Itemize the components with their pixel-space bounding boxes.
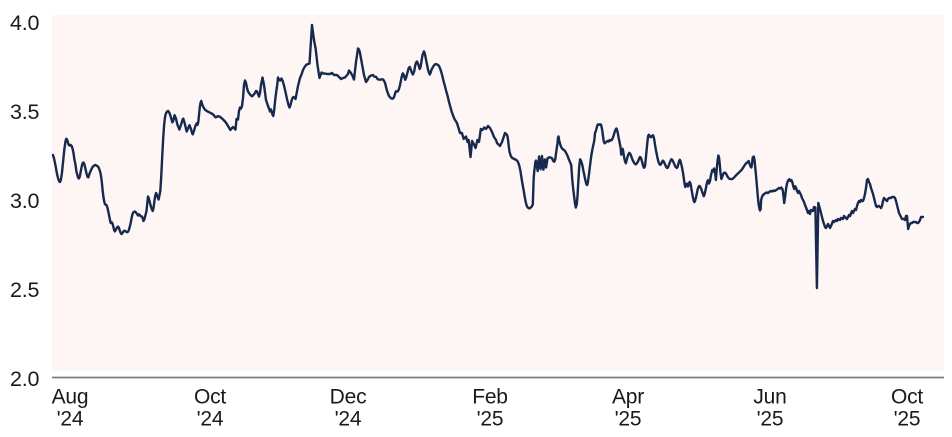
svg-text:'25: '25 [894, 408, 921, 431]
svg-text:3.5: 3.5 [10, 100, 40, 124]
svg-text:3.0: 3.0 [10, 189, 40, 213]
svg-text:Apr: Apr [612, 386, 644, 409]
svg-text:Jun: Jun [753, 386, 786, 409]
svg-text:4.0: 4.0 [10, 11, 40, 35]
svg-text:'25: '25 [615, 408, 642, 431]
svg-text:Oct: Oct [891, 386, 923, 409]
svg-text:'24: '24 [57, 408, 84, 431]
svg-text:'25: '25 [757, 408, 784, 431]
svg-text:2.5: 2.5 [10, 278, 40, 302]
svg-text:Oct: Oct [194, 386, 226, 409]
svg-text:'25: '25 [477, 408, 504, 431]
svg-text:Dec: Dec [330, 386, 367, 409]
svg-text:2.0: 2.0 [10, 367, 40, 391]
svg-text:'24: '24 [335, 408, 362, 431]
svg-text:Aug: Aug [52, 386, 89, 409]
svg-text:'24: '24 [197, 408, 224, 431]
svg-text:Feb: Feb [472, 386, 508, 409]
